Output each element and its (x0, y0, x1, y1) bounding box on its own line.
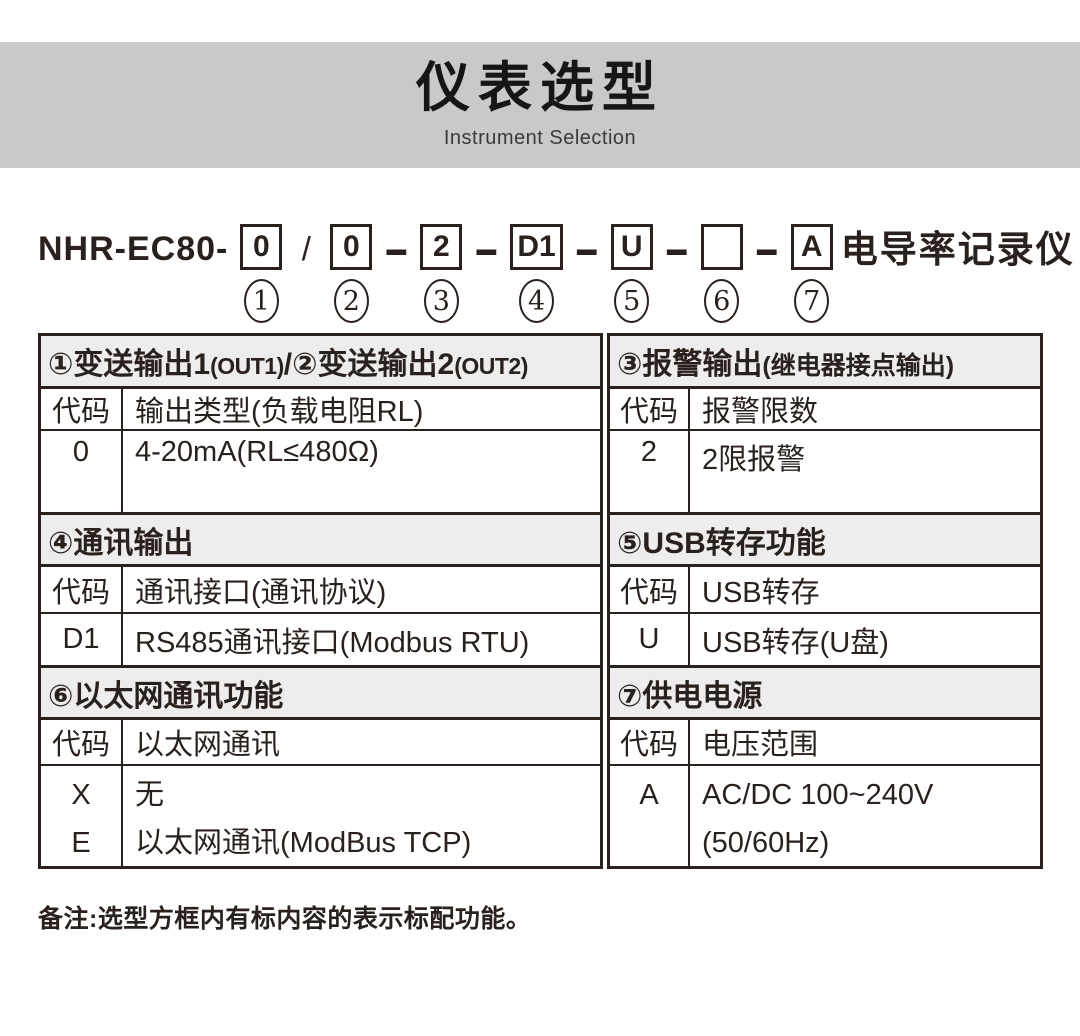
separator-dash: – (475, 217, 498, 280)
position-marker-4: 4 (519, 279, 555, 323)
option-code: 2 (610, 431, 690, 512)
option-descs: AC/DC 100~240V (50/60Hz) (690, 766, 1040, 866)
model-suffix: 电导率记录仪 (840, 229, 1075, 270)
desc-header-cell: 报警限数 (702, 396, 819, 428)
separator-dash: – (385, 217, 408, 280)
option-code: A (639, 779, 659, 811)
option-desc-line: (50/60Hz) (702, 827, 830, 859)
selection-table-right: ③报警输出(继电器接点输出) 代码 报警限数 2 2限报警 ⑤USB转存功能 代… (607, 333, 1043, 869)
option-desc: 无 (135, 779, 165, 811)
page-subtitle: Instrument Selection (443, 127, 637, 149)
code-header-cell: 代码 (610, 720, 690, 764)
model-box-4: D1 (510, 224, 563, 270)
option-code: D1 (41, 614, 123, 665)
option-code: X (71, 779, 91, 811)
section-header-power: ⑦供电电源 (610, 665, 1040, 717)
column-header-row: 代码 通讯接口(通讯协议) (41, 564, 600, 612)
column-header-row: 代码 电压范围 (610, 717, 1040, 764)
section-title: ④通讯输出 (48, 526, 194, 560)
position-marker-6: 6 (704, 279, 740, 323)
option-code: U (610, 614, 690, 665)
section-title: ⑥以太网通讯功能 (48, 679, 284, 713)
option-row-multi: A AC/DC 100~240V (50/60Hz) (610, 764, 1040, 866)
option-descs: 无 以太网通讯(ModBus TCP) (123, 766, 600, 866)
separator-dash: – (575, 217, 598, 280)
desc-header-cell: 以太网通讯 (135, 729, 281, 761)
section-title: ⑦供电电源 (617, 679, 763, 713)
model-box-6-empty (700, 224, 743, 270)
model-slot-2: 0 2 (330, 224, 373, 323)
separator-slash: / (301, 230, 311, 267)
option-code: E (71, 827, 91, 859)
desc-header-cell: USB转存 (702, 576, 820, 609)
selection-table-left: ①变送输出1(OUT1)/②变送输出2(OUT2) 代码 输出类型(负载电阻RL… (38, 333, 603, 869)
position-marker-5: 5 (614, 279, 650, 323)
section-header-ethernet: ⑥以太网通讯功能 (41, 665, 600, 717)
footnote: 备注:选型方框内有标内容的表示标配功能。 (38, 905, 532, 933)
page-title: 仪表选型 (416, 58, 664, 118)
section-header-output-1-2: ①变送输出1(OUT1)/②变送输出2(OUT2) (41, 336, 600, 386)
column-header-row: 代码 报警限数 (610, 386, 1040, 429)
option-desc-line: AC/DC 100~240V (702, 779, 934, 811)
option-codes: X E (41, 766, 123, 866)
option-row: U USB转存(U盘) (610, 612, 1040, 665)
separator-dash: – (755, 217, 778, 280)
column-header-row: 代码 以太网通讯 (41, 717, 600, 764)
model-slot-1: 0 1 (240, 224, 283, 323)
option-desc: RS485通讯接口(Modbus RTU) (135, 626, 530, 659)
option-row: D1 RS485通讯接口(Modbus RTU) (41, 612, 600, 665)
model-slot-6: 6 (700, 224, 743, 323)
position-marker-2: 2 (333, 279, 369, 323)
code-header-cell: 代码 (610, 567, 690, 612)
desc-header-cell: 输出类型(负载电阻RL) (135, 396, 424, 428)
position-marker-3: 3 (423, 279, 459, 323)
option-row: 2 2限报警 (610, 429, 1040, 512)
option-desc: USB转存(U盘) (702, 626, 889, 659)
option-code: 0 (41, 431, 123, 512)
model-slot-3: 2 3 (420, 224, 463, 323)
section-header-comm-output: ④通讯输出 (41, 512, 600, 564)
model-box-7: A (790, 224, 833, 270)
column-header-row: 代码 USB转存 (610, 564, 1040, 612)
model-slot-7: A 7 (790, 224, 833, 323)
position-marker-7: 7 (794, 279, 830, 323)
section-title: ①变送输出1(OUT1)/②变送输出2(OUT2) (48, 348, 528, 381)
desc-header-cell: 通讯接口(通讯协议) (135, 576, 387, 609)
model-prefix: NHR-EC80- (38, 230, 229, 268)
code-header-cell: 代码 (41, 720, 123, 764)
separator-dash: – (665, 217, 688, 280)
code-header-cell: 代码 (41, 567, 123, 612)
position-marker-1: 1 (243, 279, 279, 323)
model-box-2: 0 (330, 224, 373, 270)
page-header: 仪表选型 Instrument Selection (0, 42, 1080, 168)
section-header-alarm: ③报警输出(继电器接点输出) (610, 336, 1040, 386)
option-codes: A (610, 766, 690, 866)
section-header-usb: ⑤USB转存功能 (610, 512, 1040, 564)
model-code-line: NHR-EC80- 0 1 / 0 2 – 2 3 – D1 4 – U 5 –… (38, 218, 1080, 323)
option-row: 0 4-20mA(RL≤480Ω) (41, 429, 600, 512)
option-desc: 2限报警 (702, 444, 806, 476)
option-desc: 4-20mA(RL≤480Ω) (135, 436, 379, 468)
option-desc: 以太网通讯(ModBus TCP) (135, 827, 472, 859)
code-header-cell: 代码 (41, 389, 123, 429)
code-header-cell: 代码 (610, 389, 690, 429)
selection-table: ①变送输出1(OUT1)/②变送输出2(OUT2) 代码 输出类型(负载电阻RL… (38, 333, 1043, 869)
option-row-multi: X E 无 以太网通讯(ModBus TCP) (41, 764, 600, 866)
desc-header-cell: 电压范围 (702, 729, 819, 761)
column-header-row: 代码 输出类型(负载电阻RL) (41, 386, 600, 429)
model-box-1: 0 (240, 224, 283, 270)
section-title: ③报警输出(继电器接点输出) (617, 348, 955, 381)
model-box-5: U (610, 224, 653, 270)
model-box-3: 2 (420, 224, 463, 270)
model-slot-4: D1 4 (510, 224, 563, 323)
model-slot-5: U 5 (610, 224, 653, 323)
section-title: ⑤USB转存功能 (617, 526, 826, 560)
